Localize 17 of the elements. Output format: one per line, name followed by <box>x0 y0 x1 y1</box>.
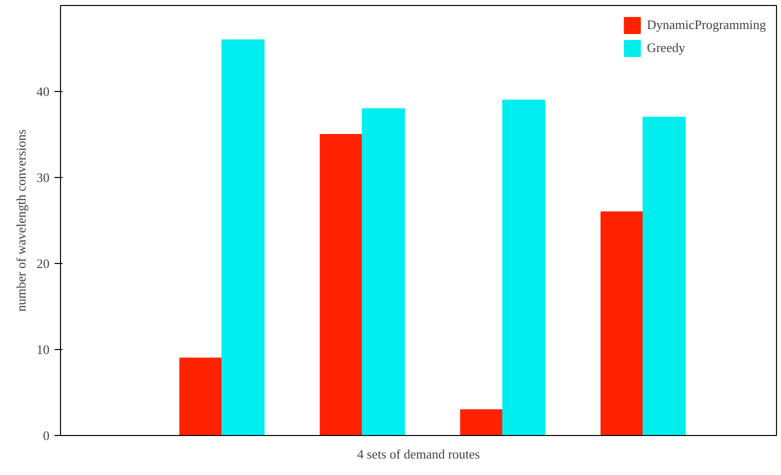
x-axis-title: 4 sets of demand routes <box>357 446 480 462</box>
bar <box>320 134 363 436</box>
bar <box>221 39 265 436</box>
bar <box>179 358 222 436</box>
legend-label: DynamicProgramming <box>646 17 766 33</box>
y-tick-label: 10 <box>36 342 50 357</box>
bar <box>460 409 504 436</box>
legend-label: Greedy <box>646 40 686 56</box>
bar <box>600 211 644 436</box>
y-tick-label: 30 <box>36 170 50 185</box>
y-axis-title: number of wavelength conversions <box>14 129 28 312</box>
bar <box>502 100 546 436</box>
y-tick-label: 20 <box>36 256 50 271</box>
bar <box>642 116 686 436</box>
bar <box>362 108 405 436</box>
y-tick-label: 40 <box>36 84 50 99</box>
y-tick-label: 0 <box>43 428 50 443</box>
